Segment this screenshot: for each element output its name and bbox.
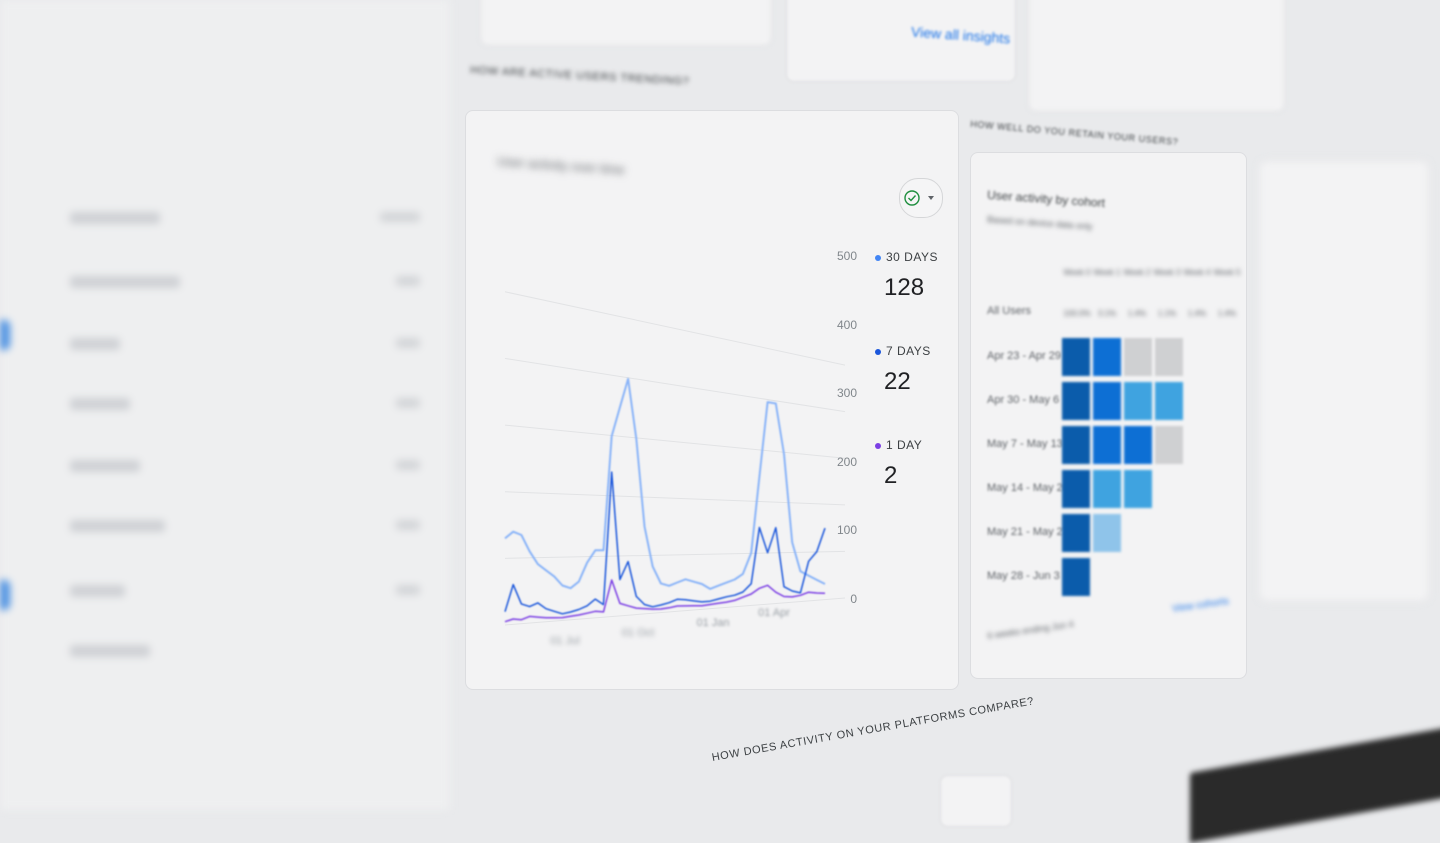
x-tick: 01 Jul	[550, 635, 580, 647]
check-circle-icon	[904, 190, 934, 206]
cohort-row-label: Apr 23 - Apr 29	[987, 350, 1061, 362]
platforms-card	[940, 775, 1012, 827]
caret-down-icon	[928, 196, 934, 200]
cohort-cell[interactable]	[1155, 426, 1183, 464]
top-card-3	[1028, 0, 1285, 112]
cohort-cell[interactable]	[1093, 514, 1121, 552]
cohort-row-label: Apr 30 - May 6	[987, 394, 1060, 406]
all-users-value: 1.4%	[1217, 309, 1237, 318]
cohort-column-header: Week 4	[1183, 268, 1211, 277]
gridline	[504, 424, 846, 459]
gridline	[504, 491, 846, 506]
legend-1-day: 1 DAY	[875, 438, 922, 452]
top-card-1	[480, 0, 772, 46]
insights-card: View all insights	[786, 0, 1016, 82]
left-panel	[0, 0, 450, 810]
all-users-value: 1.4%	[1127, 309, 1147, 318]
cohort-cell[interactable]	[1062, 382, 1090, 420]
all-users-value: 1.4%	[1187, 309, 1207, 318]
cohort-cell[interactable]	[1062, 338, 1090, 376]
cohort-cell[interactable]	[1155, 338, 1183, 376]
gridline	[504, 357, 846, 413]
cohort-cell[interactable]	[1062, 514, 1090, 552]
y-tick: 0	[850, 592, 857, 606]
cohort-cell[interactable]	[1155, 382, 1183, 420]
legend-30-days: 30 DAYS	[875, 250, 938, 264]
cohort-row-label: May 14 - May 20	[987, 482, 1069, 494]
legend-1-day-value: 2	[884, 462, 898, 489]
x-tick: 01 Oct	[621, 627, 655, 639]
gridline	[504, 550, 846, 559]
legend-7-days-value: 22	[884, 368, 911, 395]
cohort-column-header: Week 3	[1153, 268, 1181, 277]
x-tick: 01 Jan	[696, 617, 730, 629]
cohort-cell[interactable]	[1062, 558, 1090, 596]
right-card	[1258, 160, 1430, 602]
cohort-cell[interactable]	[1093, 382, 1121, 420]
y-tick: 100	[836, 523, 857, 537]
y-tick: 200	[836, 455, 857, 469]
view-all-insights-link[interactable]: View all insights	[910, 23, 1011, 47]
gridline	[504, 597, 846, 626]
platforms-heading: How does activity on your platforms comp…	[710, 695, 1035, 764]
cohort-cell[interactable]	[1124, 470, 1152, 508]
line-chart	[504, 291, 846, 626]
y-tick: 300	[836, 386, 857, 400]
cohort-cell[interactable]	[1093, 338, 1121, 376]
y-tick: 500	[836, 249, 857, 263]
series-line-7-days	[504, 471, 826, 615]
all-users-label: All Users	[987, 305, 1032, 317]
legend-30-days-value: 128	[884, 274, 925, 301]
active-users-heading: How are active users trending?	[469, 64, 690, 88]
x-tick: 01 Apr	[758, 607, 790, 619]
y-tick: 400	[836, 318, 857, 332]
cohort-column-header: Week 1	[1093, 268, 1121, 277]
cohort-row-label: May 28 - Jun 3	[987, 570, 1060, 582]
cohort-row-label: May 21 - May 27	[987, 526, 1069, 538]
series-line-1-day	[504, 579, 826, 623]
gridline	[504, 291, 846, 366]
cohort-column-header: Week 5	[1213, 268, 1241, 277]
cohort-cell[interactable]	[1093, 426, 1121, 464]
all-users-value: 1.1%	[1157, 309, 1177, 318]
cohort-cell[interactable]	[1062, 470, 1090, 508]
retention-heading: How well do you retain your users?	[969, 118, 1179, 148]
all-users-value: 100.0%	[1063, 309, 1091, 318]
screen-bezel	[1190, 727, 1440, 843]
comparison-filter-button[interactable]	[899, 178, 943, 218]
cohort-cell[interactable]	[1093, 470, 1121, 508]
cohort-row-label: May 7 - May 13	[987, 438, 1063, 450]
series-line-30-days	[504, 377, 826, 590]
cohort-cell[interactable]	[1062, 426, 1090, 464]
active-users-card	[465, 110, 959, 690]
legend-7-days: 7 DAYS	[875, 344, 931, 358]
cohort-column-header: Week 2	[1123, 268, 1151, 277]
cohort-column-header: Week 0	[1063, 268, 1091, 277]
all-users-value: 3.1%	[1097, 309, 1117, 318]
cohort-cell[interactable]	[1124, 382, 1152, 420]
cohort-cell[interactable]	[1124, 338, 1152, 376]
cohort-cell[interactable]	[1124, 426, 1152, 464]
